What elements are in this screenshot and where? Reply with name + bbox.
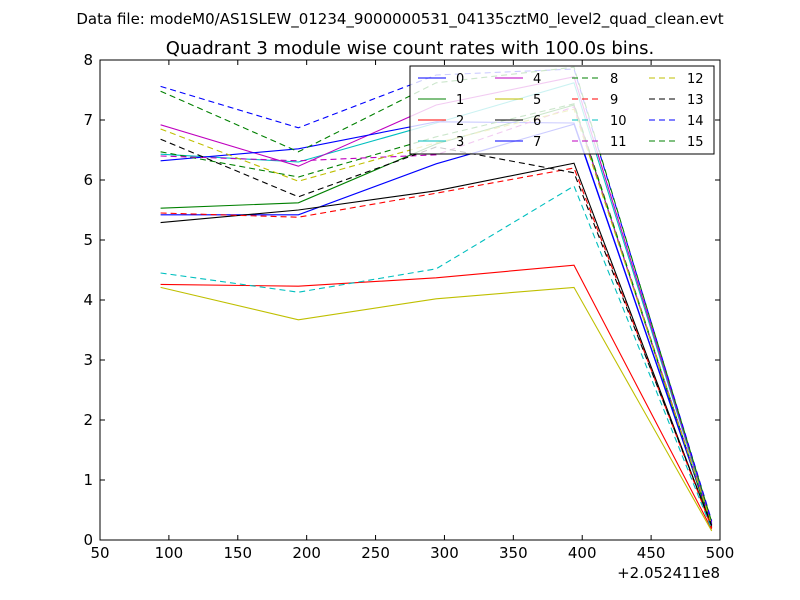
- legend-label-8: 8: [610, 72, 618, 87]
- series-line-6: [160, 162, 713, 527]
- series-line-12: [160, 108, 713, 525]
- chart-title: Quadrant 3 module wise count rates with …: [166, 38, 655, 59]
- series-line-5: [160, 286, 713, 532]
- y-tick-label: 7: [83, 111, 93, 129]
- y-tick-label: 4: [83, 291, 93, 309]
- y-tick-label: 3: [83, 351, 93, 369]
- legend-label-9: 9: [610, 93, 618, 108]
- y-tick-label: 0: [83, 531, 93, 549]
- y-tick-label: 8: [83, 51, 93, 69]
- suptitle: Data file: modeM0/AS1SLEW_01234_90000005…: [76, 10, 723, 29]
- series-line-13: [160, 138, 713, 526]
- y-tick-label: 5: [83, 231, 93, 249]
- y-tick-label: 2: [83, 411, 93, 429]
- legend-label-2: 2: [456, 114, 464, 129]
- legend-label-1: 1: [456, 93, 464, 108]
- legend-label-6: 6: [533, 114, 541, 129]
- series-line-10: [160, 185, 713, 530]
- y-tick-label: 1: [83, 471, 93, 489]
- legend-label-14: 14: [687, 114, 704, 129]
- legend-label-10: 10: [610, 114, 627, 129]
- series-line-2: [160, 264, 713, 530]
- series-line-8: [160, 103, 713, 526]
- series-line-7: [160, 121, 713, 525]
- series-line-0: [160, 123, 713, 526]
- x-tick-label: 100: [155, 544, 184, 562]
- y-tick-label: 6: [83, 171, 93, 189]
- legend-label-11: 11: [610, 135, 627, 150]
- x-tick-label: 250: [361, 544, 390, 562]
- legend-frame: [409, 65, 715, 155]
- x-tick-label: 50: [90, 544, 109, 562]
- x-tick-label: 500: [706, 544, 735, 562]
- x-tick-label: 350: [499, 544, 528, 562]
- legend-label-15: 15: [687, 135, 704, 150]
- legend-label-5: 5: [533, 93, 541, 108]
- x-tick-label: 150: [223, 544, 252, 562]
- x-offset-label: +2.052411e8: [617, 564, 720, 582]
- x-tick-label: 400: [568, 544, 597, 562]
- series-line-11: [160, 106, 713, 524]
- x-tick-label: 300: [430, 544, 459, 562]
- series-line-1: [160, 104, 713, 529]
- legend-label-0: 0: [456, 72, 464, 87]
- series-line-9: [160, 167, 713, 529]
- legend-label-13: 13: [687, 93, 704, 108]
- legend-label-3: 3: [456, 135, 464, 150]
- x-tick-label: 450: [637, 544, 666, 562]
- legend-label-12: 12: [687, 72, 704, 87]
- legend-label-4: 4: [533, 72, 541, 87]
- x-tick-label: 200: [292, 544, 321, 562]
- legend-label-7: 7: [533, 135, 541, 150]
